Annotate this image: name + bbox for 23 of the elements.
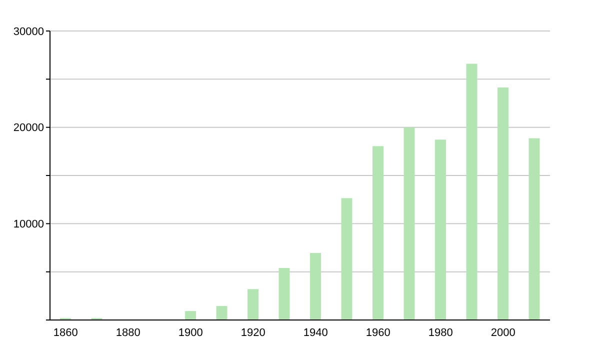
x-tick-label: 1900 bbox=[178, 326, 203, 339]
y-tick-label: 20000 bbox=[13, 122, 44, 134]
bar bbox=[216, 306, 228, 320]
bar bbox=[404, 128, 415, 320]
bar bbox=[341, 198, 352, 320]
x-tick-label: 1860 bbox=[53, 326, 78, 339]
bar bbox=[248, 289, 258, 320]
bar bbox=[310, 253, 321, 320]
bar bbox=[466, 64, 478, 320]
bar bbox=[498, 88, 508, 320]
y-tick-label: 30000 bbox=[13, 26, 44, 38]
x-tick-label: 2000 bbox=[490, 326, 516, 339]
x-tick-label: 1960 bbox=[366, 326, 390, 339]
bar bbox=[185, 311, 196, 320]
bar bbox=[528, 138, 540, 320]
y-tick-label: 10000 bbox=[13, 218, 44, 231]
x-tick-label: 1880 bbox=[116, 326, 140, 339]
bar bbox=[372, 146, 384, 320]
bar bbox=[435, 140, 446, 320]
bar bbox=[278, 268, 290, 320]
x-tick-label: 1940 bbox=[303, 326, 328, 339]
x-tick-label: 1920 bbox=[240, 326, 266, 339]
x-tick-label: 1980 bbox=[428, 326, 453, 339]
